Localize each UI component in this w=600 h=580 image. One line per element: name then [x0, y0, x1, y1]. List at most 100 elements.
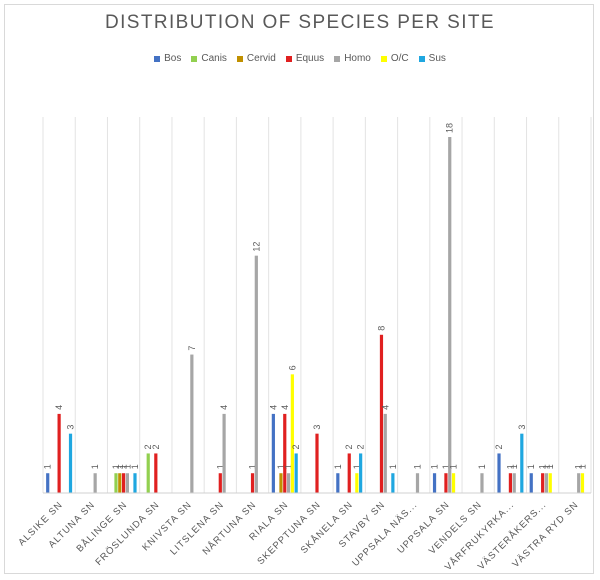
bar-sus: [359, 453, 363, 493]
data-label: 2: [143, 444, 153, 449]
legend-label: Equus: [295, 53, 325, 64]
data-label: 1: [333, 464, 343, 469]
bar-equus: [154, 453, 158, 493]
bar-bos: [497, 453, 501, 493]
legend-label: Canis: [201, 53, 227, 64]
data-label: 1: [388, 464, 398, 469]
legend-item-o-c: O/C: [380, 53, 409, 64]
data-label: 1: [122, 464, 132, 469]
bar-equus: [379, 334, 384, 493]
data-label: 1: [248, 464, 258, 469]
bar-homo: [480, 473, 484, 493]
legend-item-sus: Sus: [418, 53, 446, 64]
data-label: 6: [287, 365, 297, 370]
legend-label: Sus: [428, 53, 446, 64]
data-label: 8: [376, 326, 386, 331]
bar-equus: [218, 473, 222, 493]
data-label: 7: [187, 346, 197, 351]
bar-homo: [383, 413, 387, 493]
data-label: 1: [441, 464, 451, 469]
bar-o-c: [290, 374, 294, 493]
data-label: 2: [291, 444, 301, 449]
legend-swatch: [154, 55, 161, 62]
bar-homo: [448, 137, 452, 493]
bar-homo: [222, 413, 226, 493]
bar-equus: [283, 413, 287, 493]
bar-o-c: [580, 473, 585, 493]
legend-label: Homo: [344, 53, 371, 64]
data-label: 4: [219, 405, 229, 410]
data-label: 4: [54, 405, 64, 410]
bar-homo: [286, 473, 291, 493]
data-label: 1: [574, 464, 584, 469]
data-label: 1: [449, 464, 459, 469]
legend-item-canis: Canis: [191, 53, 227, 64]
bar-cervid: [279, 473, 283, 493]
legend-item-homo: Homo: [334, 53, 371, 64]
bar-equus: [121, 473, 126, 493]
bar-sus: [133, 473, 137, 493]
legend-item-equus: Equus: [285, 53, 325, 64]
data-label: 1: [90, 464, 100, 469]
bar-bos: [529, 473, 533, 493]
data-label: 18: [445, 123, 455, 133]
data-label: 4: [268, 405, 278, 410]
data-label: 4: [380, 405, 390, 410]
data-label: 1: [43, 464, 53, 469]
data-label: 1: [413, 464, 423, 469]
data-label: 1: [509, 464, 519, 469]
data-label: 2: [344, 444, 354, 449]
data-label: 1: [111, 464, 121, 469]
data-label: 2: [151, 444, 161, 449]
data-label: 4: [280, 405, 290, 410]
bar-bos: [271, 413, 275, 493]
bar-canis: [114, 473, 118, 493]
data-label: 1: [215, 464, 225, 469]
bar-homo: [415, 473, 420, 493]
legend-swatch: [334, 55, 341, 62]
legend-swatch: [191, 55, 198, 62]
bar-homo: [512, 473, 516, 493]
data-label: 3: [312, 425, 322, 430]
bar-homo: [125, 473, 129, 493]
legend-label: Bos: [164, 53, 182, 64]
bar-sus: [294, 453, 298, 493]
data-label: 1: [115, 464, 125, 469]
legend-item-cervid: Cervid: [236, 53, 276, 64]
bar-o-c: [355, 473, 359, 493]
data-label: 1: [505, 464, 515, 469]
bar-equus: [315, 433, 319, 493]
data-label: 1: [577, 464, 587, 469]
bar-sus: [391, 473, 395, 493]
bar-sus: [520, 433, 524, 493]
bar-bos: [432, 473, 437, 493]
bar-o-c: [451, 473, 456, 493]
data-label: 1: [352, 464, 362, 469]
bar-cervid: [118, 473, 122, 493]
data-label: 1: [538, 464, 548, 469]
data-label: 1: [545, 464, 555, 469]
bar-bos: [336, 473, 340, 493]
data-label: 3: [517, 425, 527, 430]
bar-canis: [146, 453, 150, 493]
bar-homo: [190, 354, 194, 493]
legend-swatch: [380, 55, 387, 62]
bar-equus: [250, 473, 255, 493]
data-label: 2: [494, 444, 504, 449]
chart-frame: [4, 4, 594, 574]
data-label: 1: [284, 464, 294, 469]
legend-label: O/C: [390, 53, 409, 64]
legend-swatch: [236, 55, 243, 62]
legend-swatch: [418, 55, 425, 62]
bar-equus: [541, 473, 545, 493]
bar-bos: [46, 473, 50, 493]
legend-item-bos: Bos: [154, 53, 181, 64]
data-label: 1: [430, 464, 440, 469]
chart-title: DISTRIBUTION OF SPECIES PER SITE: [104, 12, 496, 33]
data-label: 1: [526, 464, 536, 469]
bar-equus: [508, 473, 513, 493]
legend-swatch: [285, 55, 292, 62]
data-label: 2: [356, 444, 366, 449]
data-label: 1: [276, 464, 286, 469]
